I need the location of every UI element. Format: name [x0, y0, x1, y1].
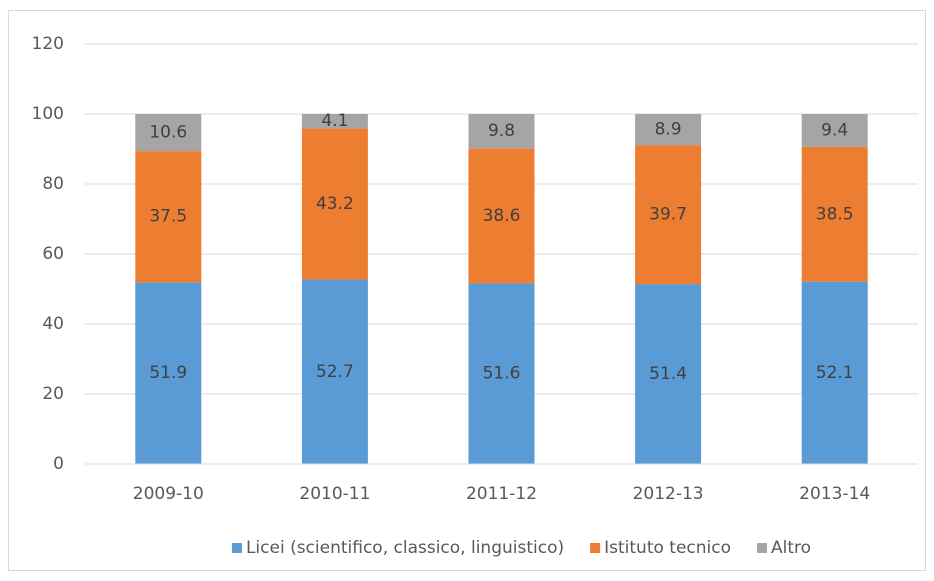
legend-label: Istituto tecnico: [604, 538, 731, 558]
bar-segment: [301, 114, 368, 129]
bar-segment: [135, 114, 202, 152]
bar-segment: [635, 114, 702, 146]
bar-segment: [635, 284, 702, 464]
bar-segment: [301, 279, 368, 464]
data-label: 51.6: [483, 364, 521, 384]
bar-segment: [468, 148, 535, 284]
bar-segment: [468, 283, 535, 464]
y-tick-label: 60: [42, 244, 64, 264]
y-tick-label: 100: [32, 104, 64, 124]
data-label: 52.7: [316, 362, 354, 382]
legend-swatch: [590, 543, 601, 553]
y-tick-label: 40: [42, 314, 64, 334]
bar-segment: [635, 145, 702, 285]
y-tick-label: 20: [42, 384, 64, 404]
data-label: 52.1: [816, 363, 854, 383]
data-label: 4.1: [321, 111, 348, 131]
x-tick-label: 2013-14: [799, 484, 870, 504]
bar-segment: [468, 114, 535, 149]
x-tick-label: 2009-10: [133, 484, 204, 504]
bar-segment: [135, 151, 202, 283]
data-label: 9.8: [488, 121, 515, 141]
bar-segment: [801, 281, 868, 464]
data-label: 39.7: [649, 205, 687, 225]
bar-segment: [801, 146, 868, 282]
x-tick-label: 2011-12: [466, 484, 537, 504]
y-tick-label: 80: [42, 174, 64, 194]
bar-segment: [801, 114, 868, 147]
x-tick-label: 2012-13: [633, 484, 704, 504]
data-label: 51.4: [649, 364, 687, 384]
bar-segment: [135, 282, 202, 464]
x-tick-label: 2010-11: [299, 484, 370, 504]
legend-swatch: [231, 543, 242, 553]
legend-label: Altro: [771, 538, 811, 558]
bar-segment: [301, 128, 368, 280]
data-label: 51.9: [149, 363, 187, 383]
data-label: 38.6: [483, 206, 521, 226]
data-label: 37.5: [149, 207, 187, 227]
legend-swatch: [757, 543, 768, 553]
data-label: 43.2: [316, 194, 354, 214]
y-tick-label: 0: [53, 454, 64, 474]
data-label: 9.4: [821, 120, 848, 140]
data-label: 38.5: [816, 204, 854, 224]
data-label: 10.6: [149, 123, 187, 143]
legend-label: Licei (scientifico, classico, linguistic…: [246, 538, 564, 558]
y-tick-label: 120: [32, 34, 64, 54]
data-label: 8.9: [655, 120, 682, 140]
